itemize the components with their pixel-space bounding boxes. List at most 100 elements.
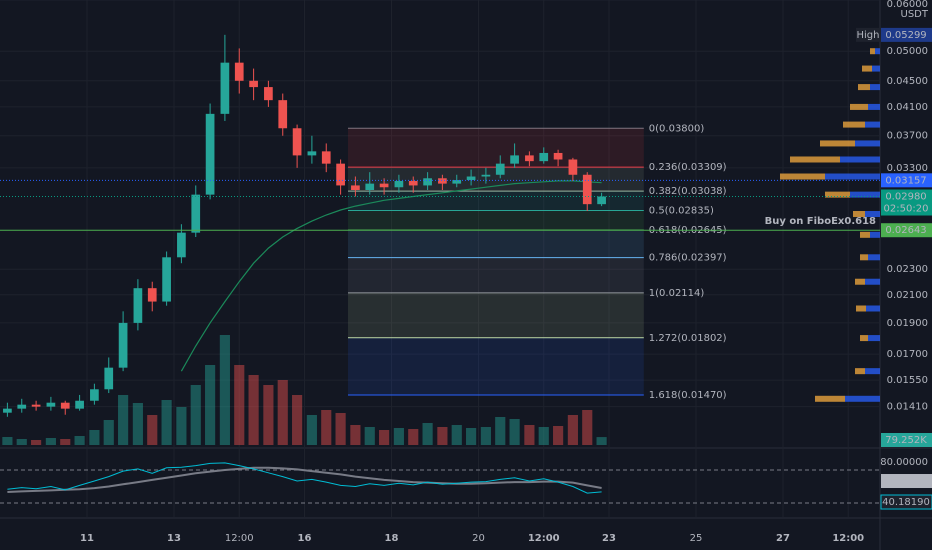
volume-bar: [147, 415, 158, 445]
volume-bar: [45, 438, 56, 445]
volume-bar: [16, 439, 27, 445]
y-tick-label: 0.04500: [887, 76, 928, 87]
y-tick-label: 0.01700: [887, 349, 928, 360]
volume-bar: [205, 365, 216, 445]
price-tag-label: 0.02643: [885, 225, 926, 236]
profile-sell: [843, 121, 865, 128]
high-caption: High: [857, 30, 880, 41]
profile-buy: [872, 65, 880, 72]
profile-buy: [855, 140, 880, 147]
profile-sell: [858, 84, 870, 91]
candle-body: [452, 180, 462, 184]
fib-label: 0.236(0.03309): [649, 162, 727, 173]
profile-buy: [850, 191, 880, 198]
rsi-tag: [880, 494, 932, 510]
profile-sell: [853, 211, 865, 218]
candle-body: [351, 185, 360, 190]
candle-body: [597, 196, 606, 205]
x-tick-label: 20: [472, 533, 485, 544]
high-caption-box: [856, 27, 880, 42]
volume-bar: [219, 335, 230, 445]
profile-buy: [865, 211, 880, 218]
profile-buy: [825, 173, 880, 180]
profile-buy: [875, 48, 880, 55]
profile-buy: [870, 84, 880, 91]
candle-body: [75, 400, 84, 409]
volume-bar: [509, 419, 520, 445]
volume-tag-label: 79.252K: [885, 435, 927, 446]
profile-buy: [865, 368, 880, 375]
volume-bar: [379, 430, 390, 445]
volume-bar: [31, 440, 42, 445]
y-tick-label: 0.03300: [887, 163, 928, 174]
volume-bar: [350, 425, 361, 445]
volume-bar: [437, 427, 448, 445]
candle-body: [249, 80, 258, 88]
candle-body: [321, 151, 331, 164]
y-tick-label: 0.02100: [887, 290, 928, 301]
candle-body: [365, 183, 375, 190]
profile-sell: [820, 140, 855, 147]
x-tick-label: 27: [776, 533, 790, 544]
y-tick-label: 0.03700: [887, 131, 928, 142]
fib-label: 0.5(0.02835): [649, 206, 714, 217]
profile-buy: [840, 156, 880, 163]
volume-bar: [451, 425, 462, 445]
candle-body: [423, 178, 432, 186]
candle-body: [394, 180, 404, 188]
profile-buy: [865, 121, 880, 128]
profile-sell: [862, 65, 872, 72]
price-tag: [881, 223, 932, 238]
rsi-ma-line: [7, 466, 602, 493]
candle-body: [553, 152, 563, 160]
y-tick-label: 0.01410: [887, 402, 928, 413]
y-tick-label: 0.06000: [887, 0, 928, 10]
volume-bar: [495, 417, 506, 445]
fib-label: 0.382(0.03038): [649, 186, 727, 197]
candle-body: [17, 404, 27, 409]
volume-bar: [567, 415, 578, 445]
volume-bar: [582, 410, 593, 445]
volume-bar: [335, 413, 346, 445]
profile-sell: [850, 103, 868, 110]
volume-bar: [176, 407, 187, 445]
profile-sell: [780, 173, 825, 180]
countdown: 02:50:20: [884, 204, 929, 215]
candle-body: [307, 151, 317, 156]
price-tag-label: 0.02980: [885, 192, 926, 203]
y-tick-label: 0.01550: [887, 375, 928, 386]
candle-body: [3, 408, 12, 413]
volume-bar: [393, 428, 404, 445]
candle-body: [31, 404, 41, 407]
fib-band: [347, 230, 644, 258]
profile-buy: [868, 254, 880, 261]
profile-sell: [855, 278, 865, 285]
volume-bar: [480, 427, 491, 445]
candle-body: [220, 62, 230, 114]
price-tag-label: 0.05299: [885, 30, 926, 41]
profile-sell: [860, 335, 868, 342]
profile-sell: [860, 231, 870, 238]
candle-body: [177, 232, 186, 258]
volume-bar: [190, 385, 201, 445]
candle-body: [278, 100, 288, 129]
candle-body: [46, 402, 56, 407]
candle-body: [539, 152, 549, 162]
fib-band: [347, 128, 644, 168]
x-tick-label: 23: [602, 533, 616, 544]
price-tag-label: 0.03157: [885, 175, 926, 186]
candle-body: [234, 62, 244, 81]
candle-body: [495, 163, 505, 175]
candle-body: [568, 159, 578, 175]
y-tick-label: 0.04100: [887, 102, 928, 113]
rsi-line: [7, 462, 602, 494]
fib-label: 1.618(0.01470): [649, 390, 727, 401]
candle-body: [147, 288, 157, 302]
volume-bar: [60, 439, 71, 445]
volume-bar: [248, 375, 259, 445]
candle-body: [525, 155, 534, 162]
candle-body: [481, 174, 491, 177]
fib-label: 0(0.03800): [649, 123, 705, 134]
